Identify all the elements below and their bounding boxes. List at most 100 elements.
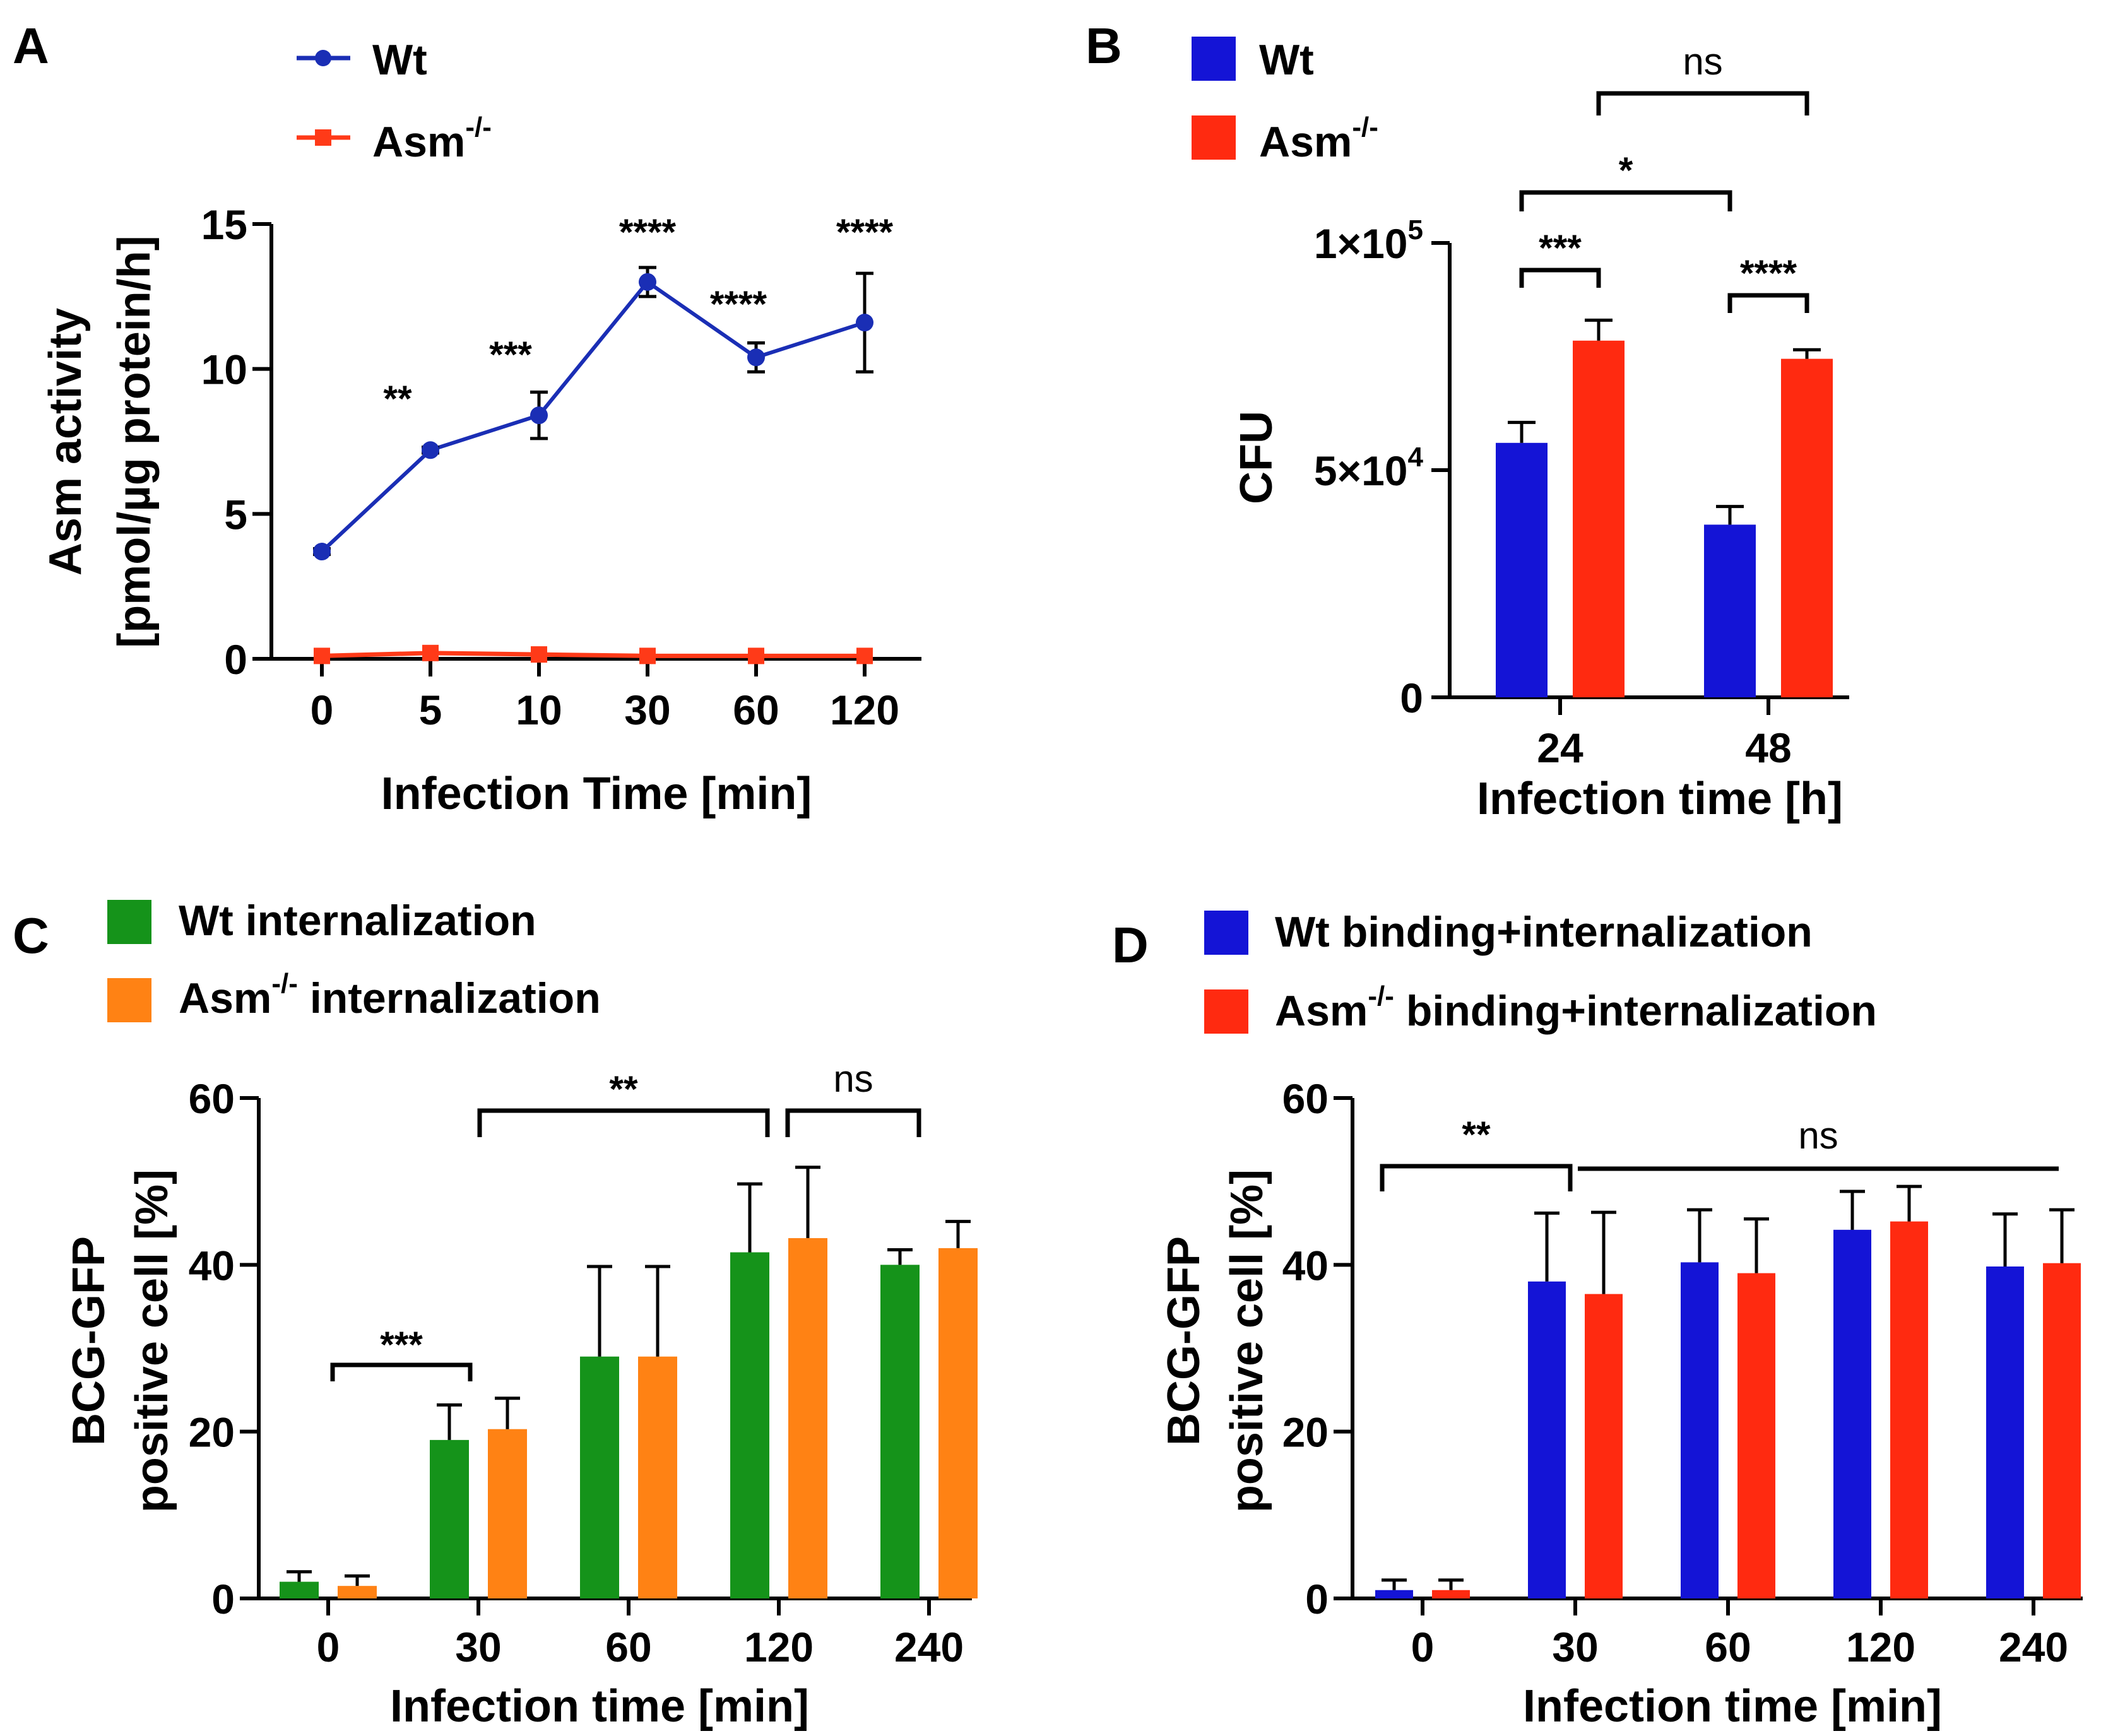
panel-a-plot-area: ***************** [313, 212, 894, 664]
asm-bar [338, 1586, 377, 1598]
asm-bar [938, 1248, 978, 1598]
significance-bracket [1380, 1164, 1573, 1191]
wt-bar [1833, 1229, 1871, 1598]
significance-bracket-label: ** [609, 1069, 638, 1110]
x-tick-label: 48 [1745, 724, 1791, 771]
legend-asm-superscript: -/- [1368, 981, 1394, 1012]
asm-bar [2043, 1263, 2081, 1598]
panel-b-label: B [1086, 18, 1122, 74]
y-tick-label: 20 [189, 1409, 235, 1456]
wt-bar [730, 1252, 769, 1598]
panel-a-y-label-line2: [pmol/µg protein/h] [109, 235, 160, 647]
x-tick-label: 240 [1999, 1624, 2068, 1670]
x-tick-label: 120 [830, 687, 899, 733]
significance-bracket [785, 1108, 921, 1137]
y-tick-mantissa: 0 [1400, 675, 1423, 721]
panel-b-x-ticks: 24 48 [1537, 697, 1792, 771]
panel-a-y-ticks: 0 5 10 15 [201, 201, 271, 683]
legend-wt-internalization-swatch [107, 900, 151, 944]
asm-bar [1890, 1221, 1928, 1598]
asm-data-point [314, 647, 330, 664]
significance-bracket-label: ns [833, 1058, 873, 1100]
wt-bar [1528, 1281, 1566, 1598]
significance-bracket [477, 1108, 770, 1137]
panel-c-y-label-line2: positive cell [%] [127, 1169, 177, 1513]
panel-d: D Wt binding+internalization Asm-/- bind… [1112, 908, 2083, 1732]
wt-series-line [320, 279, 865, 553]
y-tick-label: 5 [224, 491, 247, 538]
legend-asm-internalization-swatch [107, 978, 151, 1022]
y-tick-label: 60 [1282, 1075, 1329, 1122]
legend-asm-binding-label: Asm-/- binding+internalization [1275, 981, 1877, 1035]
legend-wt-binding-swatch [1204, 911, 1248, 955]
legend-wt-marker [315, 50, 331, 66]
asm-data-point [639, 647, 656, 664]
wt-bar [580, 1356, 619, 1598]
panel-d-y-label-line1: BCG-GFP [1159, 1236, 1209, 1446]
wt-bar [1681, 1262, 1719, 1598]
x-tick-label: 120 [744, 1624, 814, 1670]
panel-c-y-ticks: 0 20 40 60 [189, 1075, 259, 1622]
panel-d-plot-area: ** ns [1375, 1114, 2081, 1598]
significance-label: **** [710, 284, 767, 325]
asm-bar [788, 1238, 827, 1598]
x-tick-label: 60 [733, 687, 779, 733]
significance-label: *** [489, 334, 532, 375]
significance-bracket [1519, 268, 1601, 288]
asm-data-point [748, 647, 764, 664]
y-tick-label: 15 [201, 201, 247, 248]
panel-c-plot-area: ***** ns [280, 1058, 978, 1598]
y-tick-label: 40 [1282, 1242, 1329, 1289]
x-tick-label: 240 [894, 1624, 964, 1670]
panel-d-y-ticks: 0 20 40 60 [1282, 1075, 1352, 1622]
significance-bracket-label: **** [1740, 253, 1797, 294]
asm-data-point [422, 644, 439, 661]
legend-asm-swatch [1192, 115, 1236, 160]
y-tick-label: 0 [224, 636, 247, 683]
y-tick-mantissa: 1×10 [1314, 220, 1408, 267]
panel-c: C Wt internalization Asm-/- internalizat… [13, 897, 978, 1732]
panel-c-label: C [13, 907, 49, 964]
wt-bar [430, 1439, 469, 1598]
legend-asm-internalization-label: Asm-/- internalization [179, 968, 601, 1022]
x-tick-label: 5 [419, 687, 442, 733]
panel-c-y-label-line1: BCG-GFP [64, 1236, 114, 1446]
asm-bar [638, 1356, 677, 1598]
y-tick-label: 20 [1282, 1409, 1329, 1456]
panel-a-label: A [13, 18, 49, 74]
wt-bar [1375, 1590, 1413, 1598]
panel-d-label: D [1112, 917, 1149, 973]
wt-bar [280, 1581, 319, 1598]
significance-bracket [330, 1362, 473, 1381]
legend-asm-binding-swatch [1204, 989, 1248, 1034]
wt-data-point [313, 543, 331, 561]
panel-c-x-ticks: 0 30 60 120 240 [317, 1598, 964, 1670]
asm-bar [1781, 358, 1833, 697]
y-tick-label: 0 [1305, 1576, 1329, 1622]
panel-b-y-ticks: 0 5×104 1×105 [1314, 215, 1450, 721]
wt-bar [880, 1265, 920, 1598]
legend-asm-name: Asm [1275, 987, 1368, 1035]
y-tick-label: 40 [189, 1242, 235, 1289]
legend-wt-label: Wt [1259, 36, 1314, 84]
panel-d-y-label-line2: positive cell [%] [1222, 1169, 1272, 1513]
x-tick-label: 60 [1705, 1624, 1751, 1670]
legend-wt-internalization-label: Wt internalization [179, 897, 536, 945]
asm-bar [1737, 1273, 1775, 1598]
wt-data-point [530, 406, 548, 425]
x-tick-label: 120 [1846, 1624, 1915, 1670]
panel-a: A Wt Asm-/- 0 5 10 15 0 5 10 30 60 120 Asm activ… [13, 18, 921, 819]
significance-bracket [1727, 293, 1809, 313]
panel-d-x-ticks: 0 30 60 120 240 [1411, 1598, 2068, 1670]
significance-bracket [1519, 190, 1732, 211]
wt-data-point [856, 314, 873, 332]
wt-bar [1704, 524, 1756, 697]
x-tick-label: 60 [605, 1624, 651, 1670]
panel-a-x-label: Infection Time [min] [381, 769, 812, 819]
significance-bracket-label: ** [1462, 1114, 1491, 1155]
panel-d-x-label: Infection time [min] [1523, 1681, 1942, 1732]
x-tick-label: 24 [1537, 724, 1583, 771]
panel-b: B Wt Asm-/- 0 5×104 1×105 24 48 CFU Infecti… [1086, 18, 1849, 824]
asm-bar [1573, 340, 1625, 697]
legend-asm-superscript: -/- [465, 112, 492, 143]
